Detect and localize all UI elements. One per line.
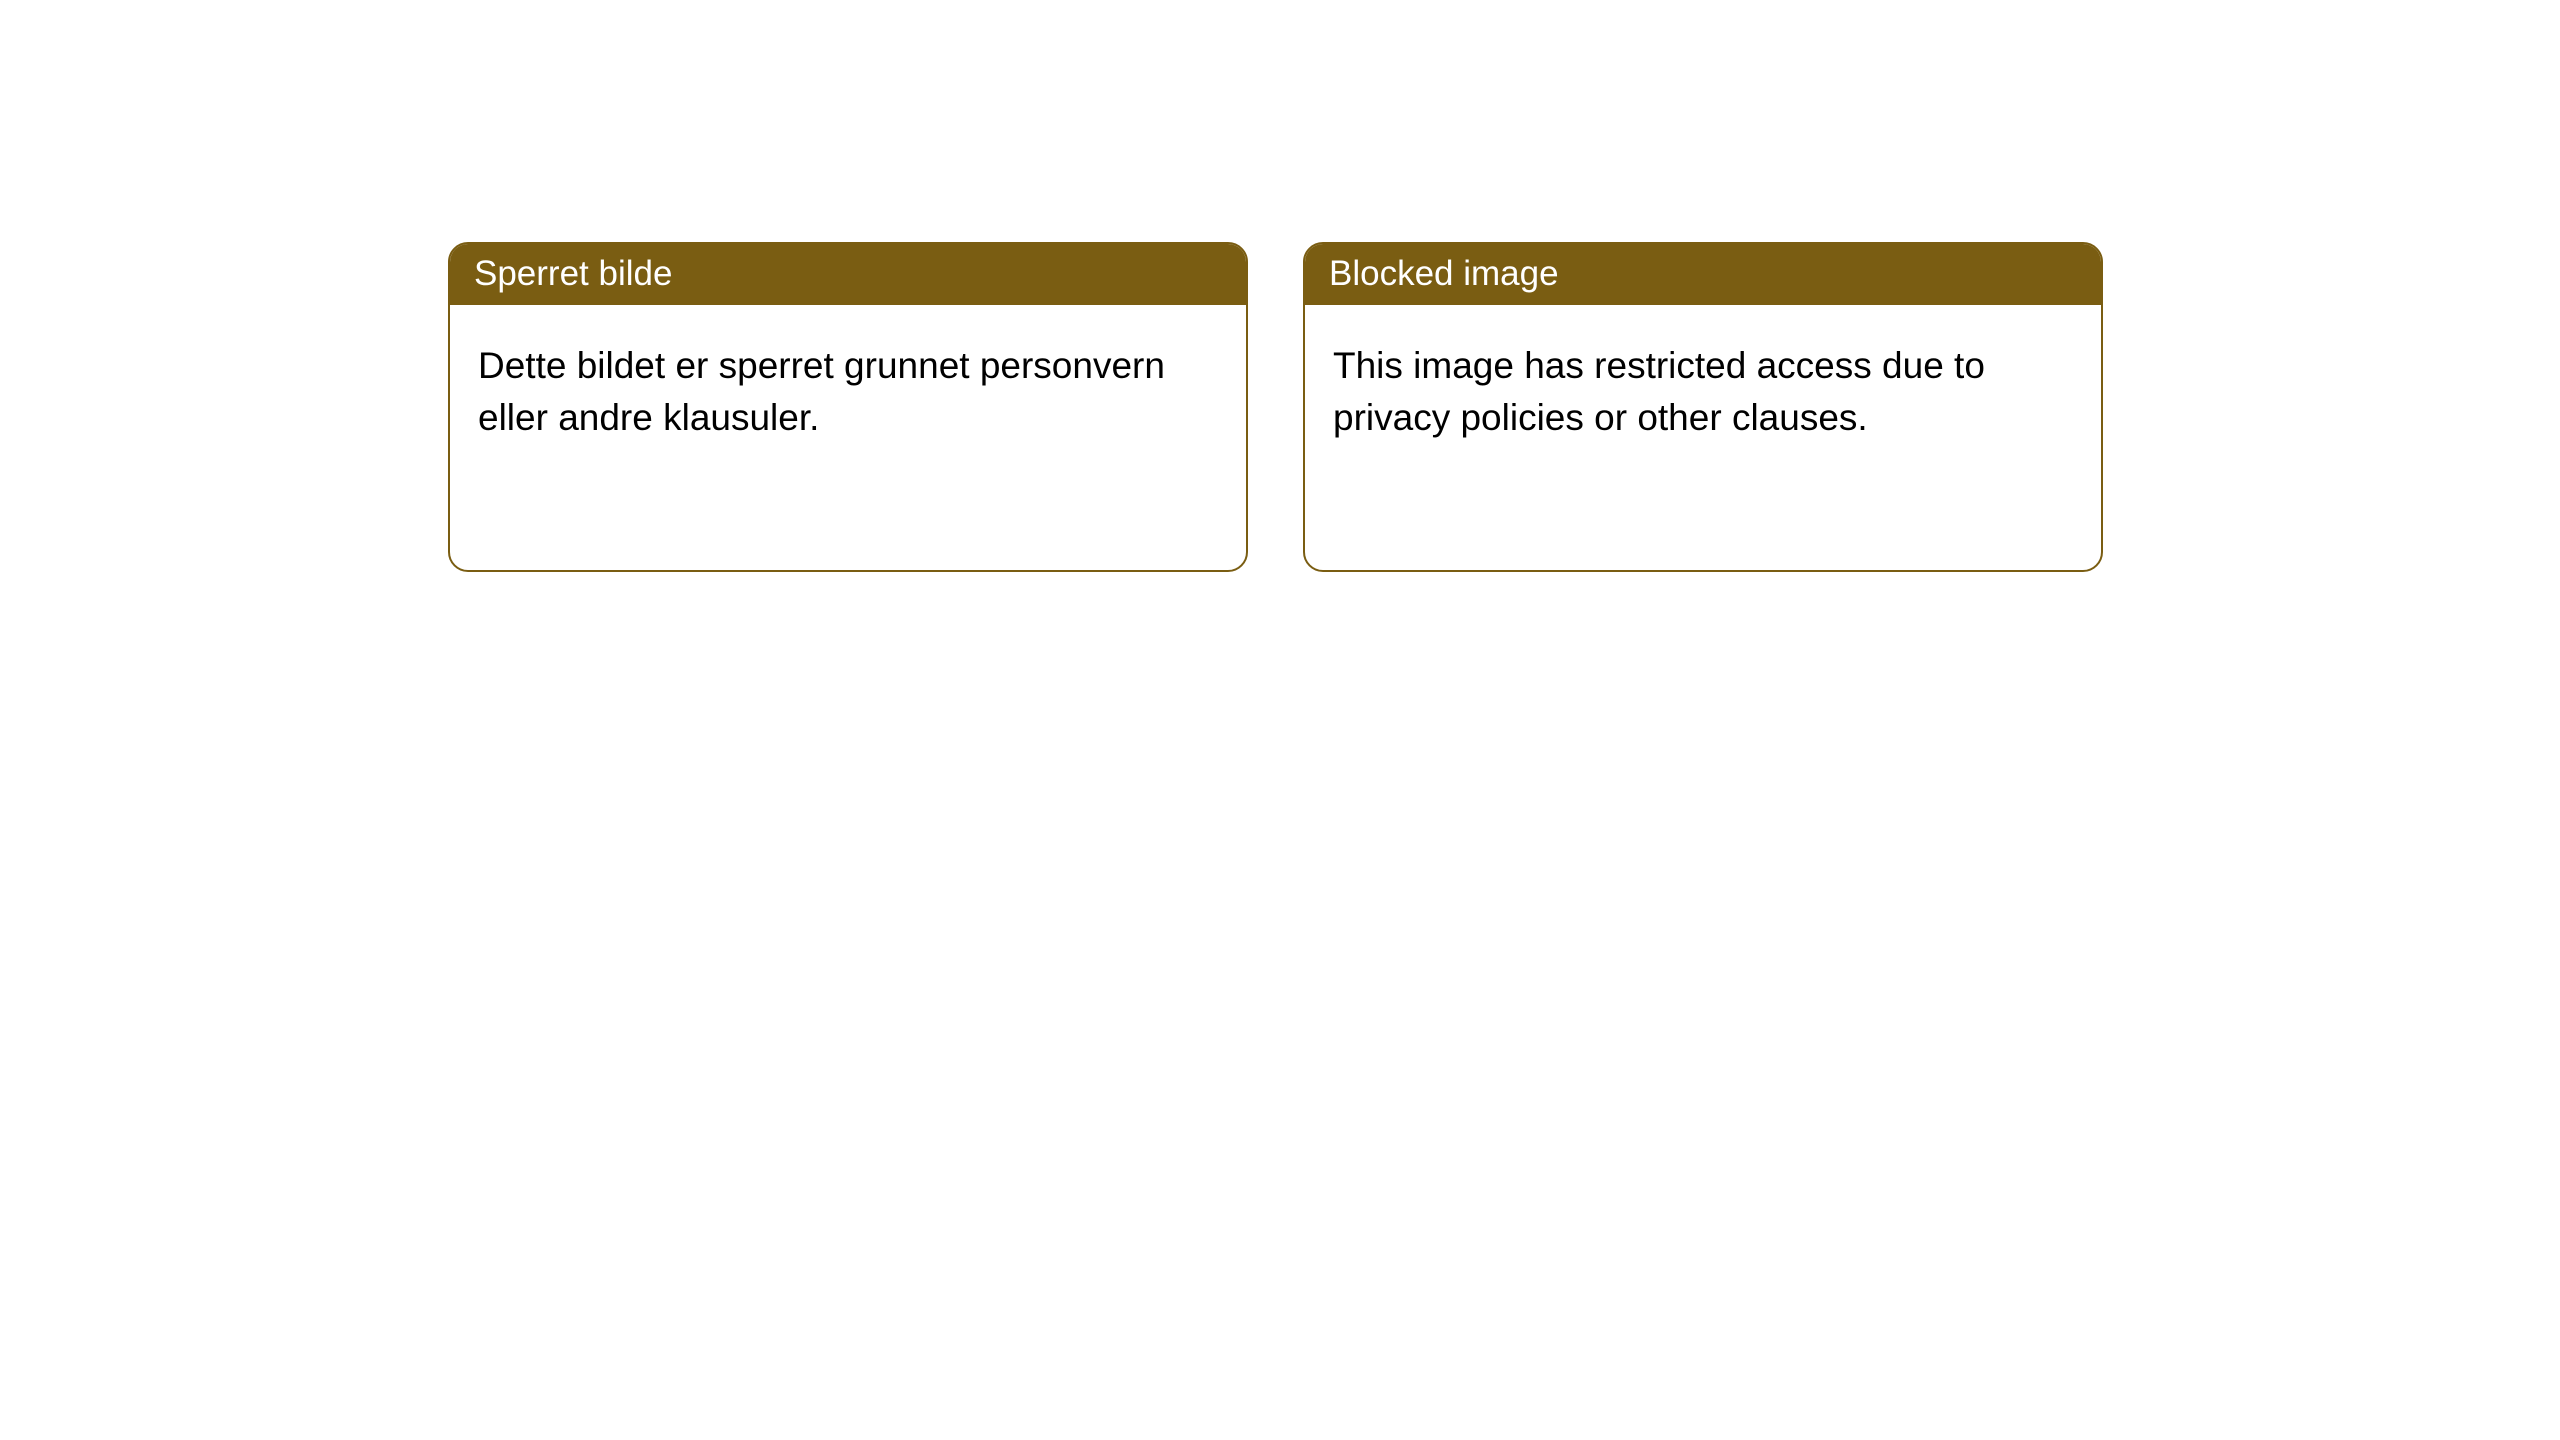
card-header: Sperret bilde bbox=[450, 244, 1246, 305]
card-body: Dette bildet er sperret grunnet personve… bbox=[450, 305, 1246, 570]
blocked-image-card-norwegian: Sperret bilde Dette bildet er sperret gr… bbox=[448, 242, 1248, 572]
card-header: Blocked image bbox=[1305, 244, 2101, 305]
notice-container: Sperret bilde Dette bildet er sperret gr… bbox=[0, 0, 2560, 572]
card-body: This image has restricted access due to … bbox=[1305, 305, 2101, 570]
blocked-image-card-english: Blocked image This image has restricted … bbox=[1303, 242, 2103, 572]
